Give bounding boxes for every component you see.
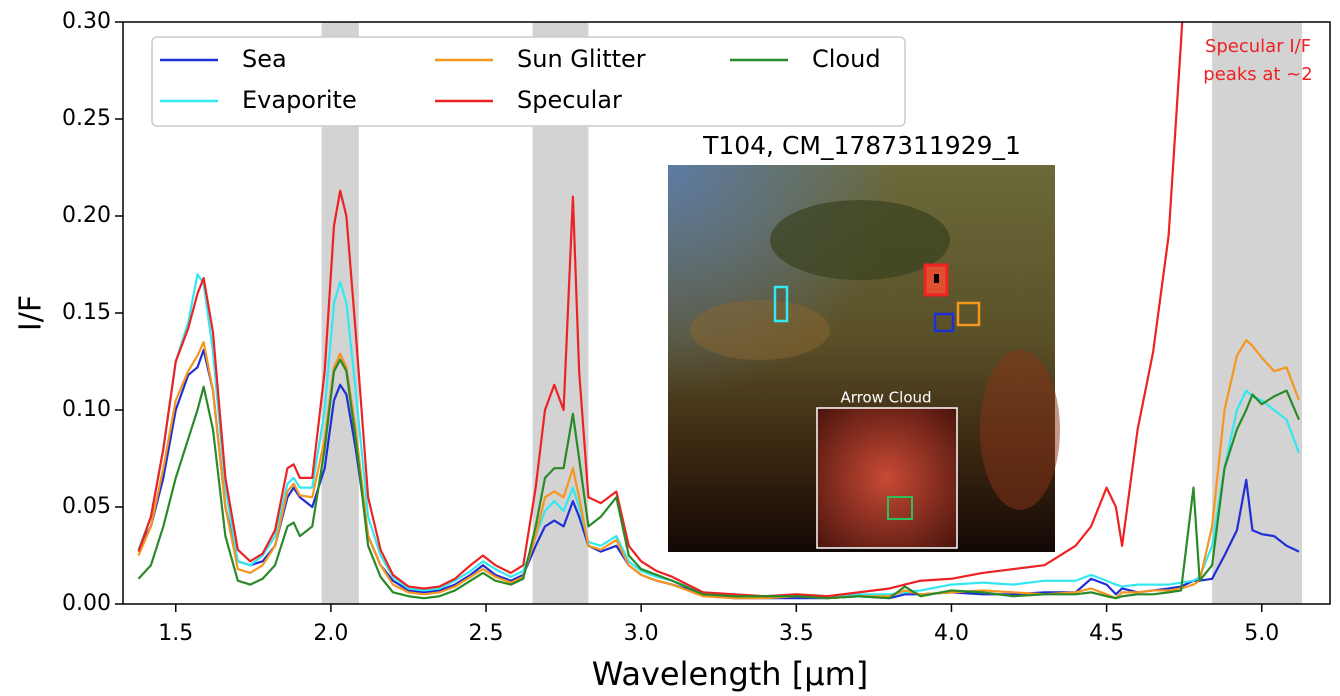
legend: Sea Evaporite Sun Glitter Specular Cloud [151,36,906,127]
x-tick-label: 5.0 [1244,621,1279,646]
x-tick-label: 3.5 [779,621,814,646]
legend-label: Specular [517,86,622,114]
legend-label: Sun Glitter [517,45,646,73]
sun-glitter-box [956,301,981,327]
inset-red-region [980,350,1060,510]
evaporite-box [773,285,789,323]
y-tick-label: 0.20 [62,203,111,228]
sea-box [933,312,955,333]
axes: 1.5 2.0 2.5 3.0 3.5 4.0 4.5 5.0 0.00 0.05 0.10 0.15… [62,9,1331,646]
legend-label: Evaporite [242,86,357,114]
inset-bright-region [690,300,830,360]
y-tick-label: 0.10 [62,397,111,422]
series-lines [137,22,1300,600]
shaded-band [1212,22,1303,604]
x-tick-label: 4.0 [934,621,969,646]
legend-label: Sea [242,45,287,73]
x-tick-label: 4.5 [1089,621,1124,646]
x-tick-label: 2.5 [469,621,504,646]
y-tick-label: 0.30 [62,9,111,34]
x-tick-label: 2.0 [313,621,348,646]
y-tick-label: 0.25 [62,106,111,131]
y-tick-label: 0.15 [62,300,111,325]
annotation-text: Specular I/F [1205,36,1311,57]
x-axis-label: Wavelength [μm] [592,655,869,693]
y-axis-label: I/F [14,295,49,331]
annotation: Specular I/F peaks at ~2 [1203,36,1312,85]
zoom-panel [816,407,958,549]
legend-label: Cloud [812,45,881,73]
annotation-text: peaks at ~2 [1203,64,1312,85]
x-tick-label: 3.0 [624,621,659,646]
y-tick-label: 0.05 [62,494,111,519]
inset-title: T104, CM_1787311929_1 [702,131,1021,160]
legend-box [151,36,906,127]
cloud-box [887,496,913,520]
x-tick-label: 1.5 [158,621,193,646]
y-tick-label: 0.00 [62,591,111,616]
inset-image: T104, CM_1787311929_1 Arrow Cloud [668,131,1060,552]
zoom-label: Arrow Cloud [840,389,931,407]
series-line [137,339,1300,600]
inset-dark-region [770,200,950,280]
series-line [137,358,1300,600]
specular-pixel [934,274,939,283]
series-line [137,22,1184,598]
